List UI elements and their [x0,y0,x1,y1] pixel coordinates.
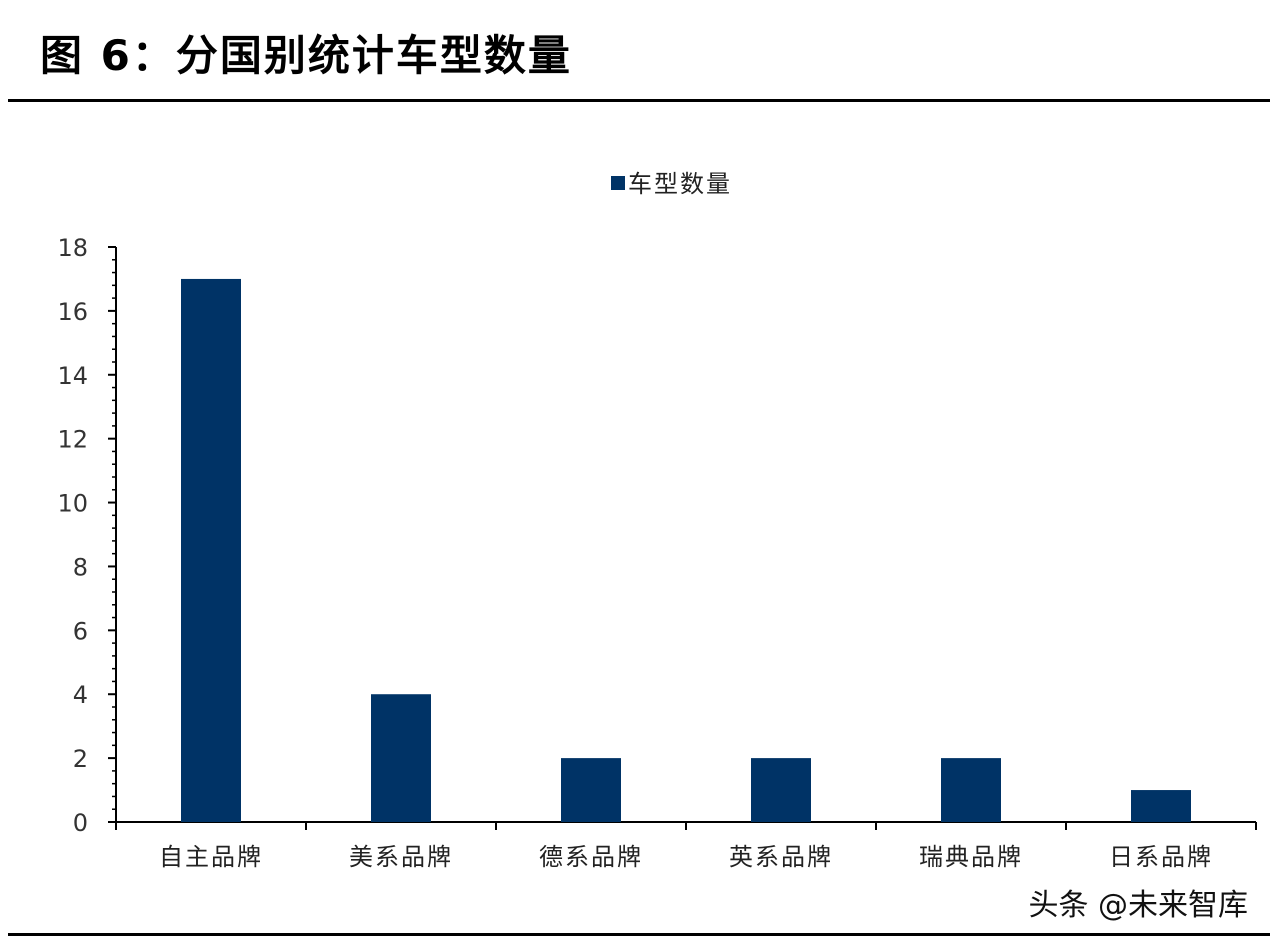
x-category-label: 英系品牌 [729,843,833,871]
y-tick-label: 18 [57,234,88,262]
bar [751,758,811,822]
bar [181,278,241,822]
y-tick-label: 14 [57,362,88,390]
legend-label: 车型数量 [628,170,732,198]
y-tick-label: 10 [57,490,88,518]
legend-swatch [611,176,625,190]
figure-title: 图 6：分国别统计车型数量 [40,31,572,80]
bar [1131,790,1191,822]
watermark: 头条 @未来智库 [1028,888,1248,923]
y-tick-label: 16 [57,298,88,326]
y-tick-label: 12 [57,426,88,454]
x-category-label: 德系品牌 [539,843,643,871]
bar [941,758,1001,822]
x-category-label: 瑞典品牌 [919,843,1023,871]
y-tick-label: 2 [73,745,88,773]
bottom-rule [8,933,1270,936]
y-tick-label: 6 [73,617,88,645]
bars [181,278,1191,822]
bar [371,694,431,822]
y-tick-label: 8 [73,553,88,581]
bar [561,758,621,822]
y-tick-label: 0 [73,809,88,837]
x-category-label: 日系品牌 [1109,843,1213,871]
x-axis: 自主品牌 美系品牌 德系品牌 英系品牌 瑞典品牌 日系品牌 [115,821,1257,871]
y-axis: 0 2 4 6 8 10 12 14 16 18 [57,234,117,837]
legend: 车型数量 [611,170,732,198]
top-rule [8,99,1270,102]
y-tick-label: 4 [73,681,88,709]
x-category-label: 自主品牌 [159,843,263,871]
x-category-label: 美系品牌 [349,843,453,871]
